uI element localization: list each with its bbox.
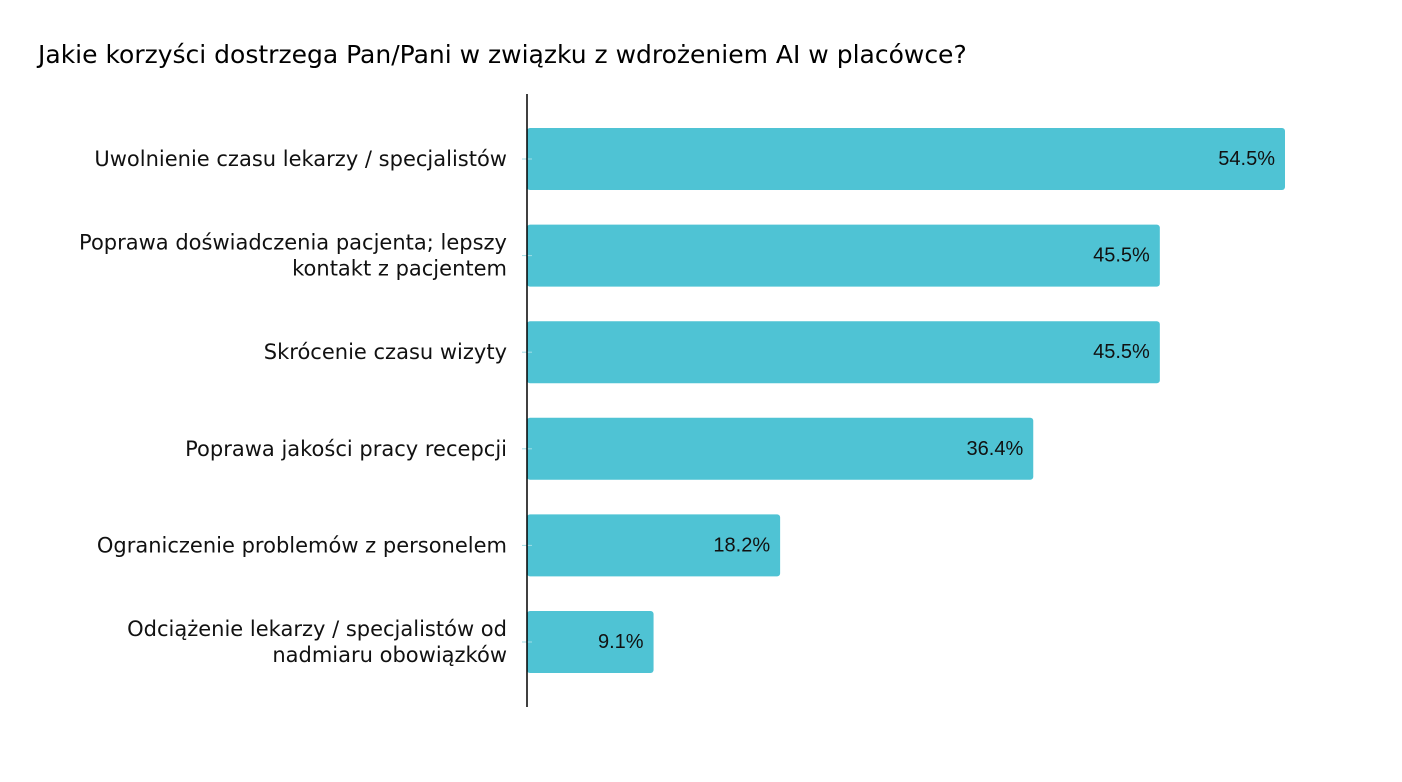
- bar: [527, 417, 1034, 480]
- category-label-line: Poprawa doświadczenia pacjenta; lepszy: [79, 231, 507, 255]
- bar: [527, 224, 1160, 287]
- category-label: Poprawa doświadczenia pacjenta; lepszy ko…: [79, 231, 507, 281]
- category-label-line: Ograniczenie problemów z personelem: [97, 533, 507, 557]
- category-label-line: Uwolnienie czasu lekarzy / specjalistów: [94, 147, 507, 171]
- value-labels: 54.5% 45.5% 45.5% 36.4% 18.2% 9.1%: [598, 148, 1275, 653]
- value-label: 54.5%: [1218, 148, 1275, 170]
- bar: [527, 514, 781, 577]
- category-label-line: Skrócenie czasu wizyty: [264, 340, 507, 364]
- value-label: 36.4%: [967, 438, 1024, 460]
- category-label: Skrócenie czasu wizyty: [264, 340, 507, 364]
- category-label-line: kontakt z pacjentem: [292, 257, 507, 281]
- value-label: 45.5%: [1093, 245, 1150, 267]
- category-label: Uwolnienie czasu lekarzy / specjalistów: [94, 147, 507, 171]
- chart-title: Jakie korzyści dostrzega Pan/Pani w zwią…: [38, 40, 967, 69]
- category-label: Ograniczenie problemów z personelem: [97, 533, 507, 557]
- category-label-line: Poprawa jakości pracy recepcji: [185, 437, 507, 461]
- value-label: 9.1%: [598, 631, 644, 653]
- value-label: 18.2%: [713, 534, 770, 556]
- category-label-line: Odciążenie lekarzy / specjalistów od: [127, 617, 507, 641]
- bar: [527, 321, 1160, 384]
- bar: [527, 611, 654, 673]
- category-labels: Uwolnienie czasu lekarzy / specjalistów P…: [79, 147, 507, 667]
- value-label: 45.5%: [1093, 341, 1150, 363]
- bar: [527, 128, 1285, 190]
- category-label-line: nadmiaru obowiązków: [272, 643, 507, 667]
- category-label: Poprawa jakości pracy recepcji: [185, 437, 507, 461]
- bars-layer: [527, 128, 1285, 673]
- category-label: Odciążenie lekarzy / specjalistów od nadm…: [127, 617, 507, 667]
